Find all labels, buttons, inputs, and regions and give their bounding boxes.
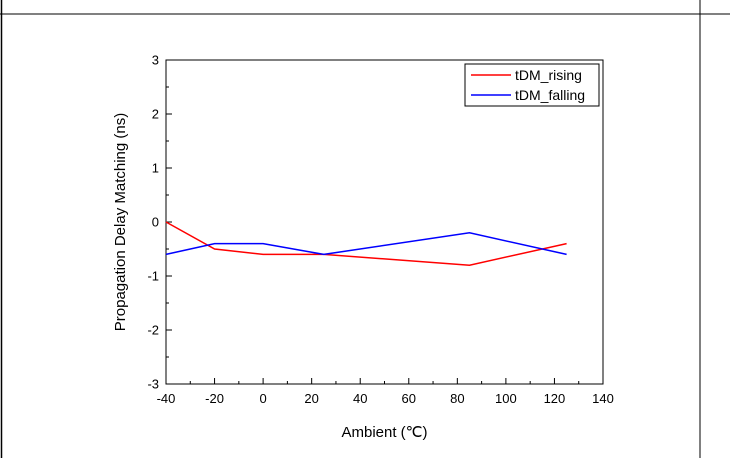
x-tick-label: 120 [544,391,566,406]
series-layer [165,221,567,266]
x-axis-label: Ambient (℃) [341,424,427,441]
y-axis: -3 -2 -1 0 1 2 3 [147,53,172,392]
y-tick-label: -1 [147,269,159,284]
y-axis-label: Propagation Delay Matching (ns) [112,113,129,331]
series-line-tdm-rising [165,221,567,266]
legend-label-tdm-falling: tDM_falling [515,87,585,103]
legend: tDM_rising tDM_falling [464,63,600,107]
plot-area [165,59,604,385]
x-axis: -40 -20 0 20 40 60 80 100 120 140 [157,378,614,406]
x-tick-label: 80 [450,391,464,406]
x-tick-label: 140 [592,391,614,406]
x-tick-label: 60 [402,391,416,406]
x-tick-label: 40 [353,391,367,406]
legend-label-tdm-rising: tDM_rising [515,67,582,83]
x-tick-label: -40 [157,391,176,406]
y-tick-label: 1 [152,161,159,176]
y-tick-label: 3 [152,53,159,68]
x-tick-label: -20 [205,391,224,406]
x-tick-label: 0 [259,391,266,406]
y-tick-label: -3 [147,377,159,392]
y-tick-label: -2 [147,323,159,338]
x-tick-label: 100 [495,391,517,406]
y-tick-label: 0 [152,215,159,230]
x-tick-label: 20 [304,391,318,406]
legend-box [464,63,600,107]
series-line-tdm-falling [165,232,567,256]
y-tick-label: 2 [152,107,159,122]
